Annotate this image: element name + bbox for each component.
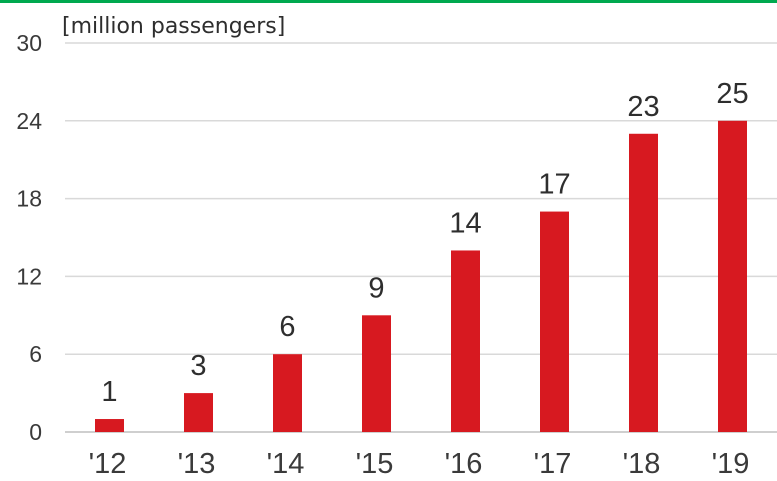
y-tick-label: 0 bbox=[29, 419, 42, 445]
bar bbox=[273, 354, 302, 432]
data-label: 23 bbox=[627, 91, 659, 123]
bar bbox=[451, 250, 480, 432]
bar bbox=[95, 419, 124, 432]
data-label: 9 bbox=[368, 272, 384, 304]
bar bbox=[362, 315, 391, 432]
x-tick-label: '17 bbox=[534, 448, 572, 480]
y-axis-unit-label: [million passengers] bbox=[62, 14, 285, 39]
y-tick-label: 18 bbox=[16, 186, 42, 212]
y-axis-ticks: 0 6 12 18 24 30 bbox=[16, 30, 42, 445]
data-label: 25 bbox=[716, 78, 748, 110]
y-tick-label: 24 bbox=[16, 108, 42, 134]
data-labels: 1 3 6 9 14 17 23 25 bbox=[101, 78, 748, 408]
bar bbox=[184, 393, 213, 432]
y-tick-label: 12 bbox=[16, 263, 42, 289]
bar bbox=[629, 133, 658, 432]
bar bbox=[540, 211, 569, 432]
x-tick-label: '16 bbox=[445, 448, 483, 480]
x-axis-ticks: '12 '13 '14 '15 '16 '17 '18 '19 bbox=[89, 448, 750, 480]
x-tick-label: '18 bbox=[623, 448, 661, 480]
data-label: 14 bbox=[449, 207, 481, 239]
bars bbox=[95, 120, 747, 433]
y-tick-label: 6 bbox=[29, 341, 42, 367]
bar bbox=[718, 120, 747, 433]
data-label: 1 bbox=[101, 376, 117, 408]
data-label: 6 bbox=[279, 311, 295, 343]
x-tick-label: '13 bbox=[178, 448, 216, 480]
y-tick-label: 30 bbox=[16, 30, 42, 56]
gridlines bbox=[65, 42, 777, 433]
x-tick-label: '12 bbox=[89, 448, 127, 480]
top-accent-line bbox=[0, 0, 777, 3]
data-label: 3 bbox=[190, 350, 206, 382]
x-tick-label: '15 bbox=[356, 448, 394, 480]
data-label: 17 bbox=[538, 169, 570, 201]
x-tick-label: '14 bbox=[267, 448, 305, 480]
x-tick-label: '19 bbox=[712, 448, 750, 480]
